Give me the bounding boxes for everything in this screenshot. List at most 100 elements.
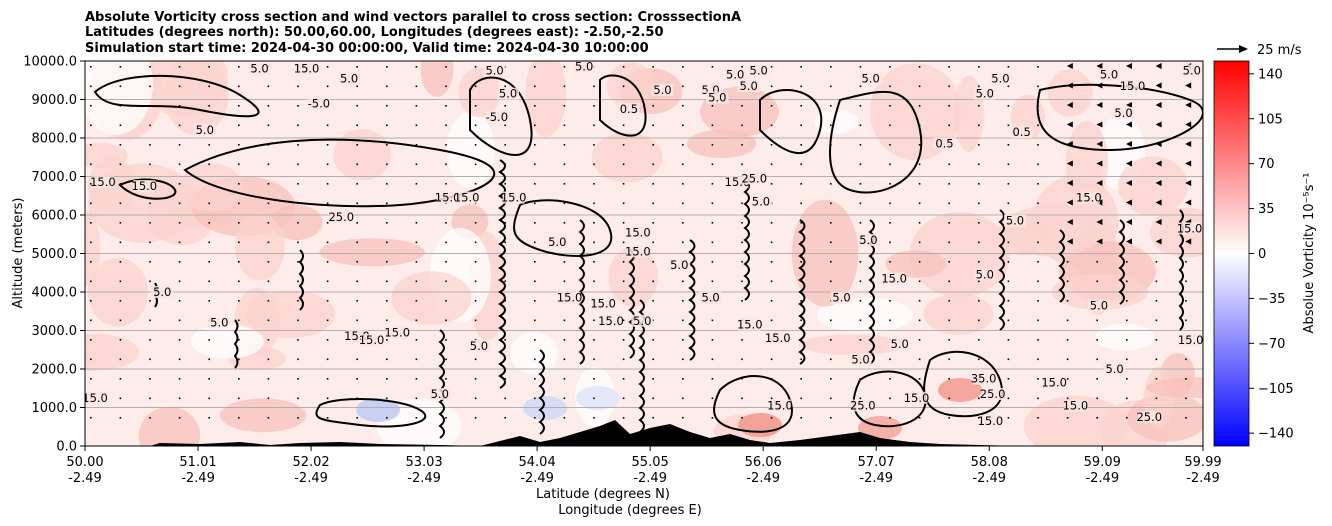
y-tick-label: 8000.0: [32, 132, 78, 147]
wind-vector: [238, 378, 240, 380]
wind-vector: [386, 105, 388, 107]
wind-vector: [770, 222, 773, 224]
colorbar-gradient: [1213, 60, 1250, 447]
wind-vector: [326, 183, 329, 185]
wind-vector: [918, 417, 921, 419]
wind-vector: [682, 300, 684, 302]
wind-vector: [1007, 183, 1010, 185]
wind-vector: [326, 339, 329, 341]
wind-vector: [178, 319, 181, 322]
wind-vector: [267, 417, 270, 419]
wind-vector: [563, 202, 566, 205]
wind-vector: [119, 378, 122, 380]
wind-vector: [238, 202, 240, 205]
contour-label-bg: [972, 372, 995, 385]
wind-vector: [889, 358, 891, 361]
wind-vector: [741, 339, 743, 341]
wind-vector: [978, 339, 980, 341]
vorticity-patch: [1095, 323, 1155, 351]
wind-vector: [356, 202, 358, 205]
contour-label: 15.0: [625, 225, 651, 239]
plot-area: 5.0 15.05.0-5.05.015.0 15.025.015.015.05.0…: [82, 61, 1203, 446]
x-tick-label-lat: 56.06: [745, 455, 782, 470]
wind-vector: [474, 397, 477, 400]
wind-vector: [1185, 141, 1192, 147]
colorbar-tick-label: −140: [1258, 427, 1294, 442]
wind-vector: [1155, 180, 1162, 186]
wind-vector: [830, 378, 832, 380]
wind-vector: [1126, 417, 1128, 419]
wind-vector: [534, 300, 536, 302]
wind-vector: [1037, 163, 1039, 166]
contour-label-bg: [768, 399, 791, 412]
wind-vector: [770, 319, 773, 322]
wind-vector: [119, 202, 122, 205]
contour-line: [298, 249, 304, 311]
wind-vector: [593, 124, 595, 127]
contour-label: 5.0: [976, 87, 994, 101]
wind-vector: [1185, 378, 1187, 380]
wind-vector: [741, 105, 743, 107]
wind-vector: [622, 66, 625, 68]
wind-vector: [178, 397, 181, 400]
wind-vector: [859, 397, 862, 400]
contour-label: 5.0: [832, 291, 850, 305]
wind-vector: [386, 280, 388, 283]
wind-vector: [178, 378, 181, 380]
wind-vector: [326, 300, 329, 302]
wind-vector: [326, 358, 329, 361]
wind-vector: [593, 183, 595, 185]
wind-vector: [1037, 241, 1039, 244]
wind-vector: [356, 66, 358, 68]
wind-vector: [889, 144, 891, 146]
wind-vector: [445, 261, 447, 263]
wind-vector: [90, 183, 92, 185]
wind-vector: [593, 163, 595, 166]
wind-vector: [474, 85, 477, 88]
wind-vector: [770, 261, 773, 263]
wind-vector: [652, 261, 654, 263]
wind-vector: [386, 319, 388, 322]
contour-label: 0.5: [620, 102, 638, 116]
wind-vector: [622, 397, 625, 400]
wind-vector: [563, 105, 566, 107]
wind-vector: [267, 358, 270, 361]
wind-vector: [208, 202, 210, 205]
vorticity-patch: [1047, 69, 1093, 117]
contour-line: [183, 138, 496, 208]
contour-label: 5.0: [653, 83, 671, 97]
wind-vector: [474, 280, 477, 283]
wind-vector: [978, 241, 980, 244]
wind-vector: [356, 280, 358, 283]
wind-vector: [267, 105, 270, 107]
wind-vector: [534, 222, 536, 224]
wind-vector: [297, 183, 299, 185]
contour-label: 15.0: [557, 291, 583, 305]
wind-vector: [800, 358, 802, 361]
wind-vector: [1096, 339, 1098, 341]
contour-label-bg: [208, 316, 231, 329]
wind-vector: [149, 339, 151, 341]
wind-vector: [830, 66, 832, 68]
wind-vector: [770, 105, 773, 107]
wind-vector: [415, 202, 418, 205]
wind-vector: [119, 280, 122, 283]
contour-label-bg: [436, 191, 459, 204]
vorticity-patch: [458, 67, 501, 118]
wind-vector: [711, 280, 714, 283]
contour-line: [1058, 229, 1065, 303]
wind-vector: [859, 163, 862, 166]
wind-vector: [1007, 319, 1010, 322]
x-axis: 50.00-2.4951.01-2.4952.02-2.4953.03-2.49…: [66, 446, 1222, 486]
wind-vector: [682, 339, 684, 341]
contour-label: 15.0: [82, 391, 108, 405]
wind-vector: [830, 183, 832, 185]
wind-vector: [178, 358, 181, 361]
wind-vector: [267, 319, 270, 322]
wind-vector: [859, 378, 862, 380]
wind-vector: [918, 144, 921, 146]
wind-vector: [978, 144, 980, 146]
wind-vector: [1126, 280, 1128, 283]
wind-vector: [119, 66, 122, 68]
vorticity-patch: [356, 398, 400, 422]
